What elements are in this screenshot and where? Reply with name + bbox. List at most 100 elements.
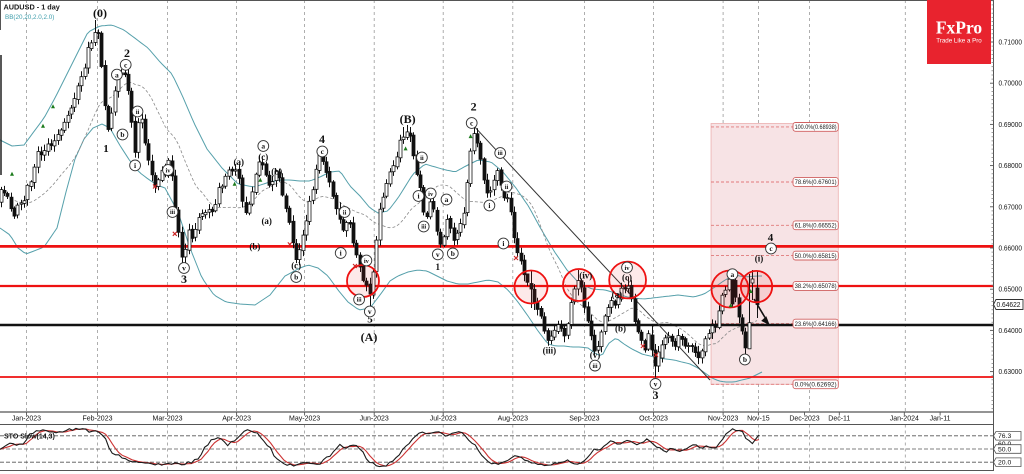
svg-text:100.0%(0.68938): 100.0%(0.68938) [795, 124, 837, 131]
svg-text:(0): (0) [93, 6, 107, 20]
svg-text:2: 2 [471, 100, 477, 114]
svg-text:iii: iii [357, 298, 362, 304]
svg-text:1: 1 [103, 143, 109, 155]
svg-text:FxPro: FxPro [936, 18, 983, 38]
svg-text:0.68000: 0.68000 [999, 163, 1023, 170]
svg-text:b: b [294, 273, 298, 282]
svg-text:i: i [488, 201, 490, 210]
svg-text:(v): (v) [590, 350, 601, 360]
svg-text:Feb-2023: Feb-2023 [83, 416, 113, 423]
svg-text:2: 2 [124, 46, 130, 60]
svg-text:i: i [340, 249, 342, 258]
svg-text:Aug-2023: Aug-2023 [498, 416, 528, 423]
svg-text:Oct-2023: Oct-2023 [639, 416, 668, 423]
svg-text:BB(20,20,2.0,2.0): BB(20,20,2.0,2.0) [5, 14, 54, 21]
svg-text:c: c [470, 119, 474, 128]
svg-text:0.66000: 0.66000 [999, 246, 1023, 253]
svg-text:b: b [451, 249, 455, 258]
svg-text:ii: ii [136, 109, 140, 116]
svg-text:a: a [731, 270, 735, 279]
svg-text:b: b [120, 130, 124, 139]
svg-text:(a): (a) [234, 157, 245, 167]
svg-text:v: v [368, 307, 372, 316]
svg-text:Dec-11: Dec-11 [828, 416, 850, 423]
svg-text:Jan-2023: Jan-2023 [12, 416, 41, 423]
svg-text:(A): (A) [361, 330, 378, 344]
svg-text:0.69000: 0.69000 [999, 122, 1023, 129]
svg-text:Jan-2024: Jan-2024 [890, 416, 919, 423]
svg-text:b: b [743, 355, 747, 364]
svg-text:iv: iv [428, 191, 434, 198]
svg-text:3: 3 [653, 388, 659, 402]
svg-text:ii: ii [343, 209, 347, 216]
svg-text:0.64000: 0.64000 [999, 328, 1023, 335]
svg-text:Mar-2023: Mar-2023 [153, 416, 183, 423]
svg-text:ii: ii [505, 184, 509, 191]
svg-text:Jul-2023: Jul-2023 [430, 416, 457, 423]
svg-text:Trade Like a Pro: Trade Like a Pro [936, 38, 982, 45]
svg-text:(b): (b) [271, 167, 282, 177]
svg-text:38.2%(0.65078): 38.2%(0.65078) [795, 283, 837, 290]
svg-text:v: v [436, 250, 440, 259]
svg-text:76.3: 76.3 [998, 433, 1011, 440]
svg-text:5: 5 [367, 314, 373, 326]
svg-text:c: c [321, 147, 325, 156]
svg-text:4: 4 [768, 232, 774, 244]
svg-text:0.65000: 0.65000 [999, 287, 1023, 294]
svg-text:iv: iv [624, 265, 630, 272]
svg-text:Nov-15: Nov-15 [747, 416, 770, 423]
svg-text:iii: iii [498, 151, 503, 157]
svg-text:(i): (i) [755, 254, 764, 264]
svg-text:iii: iii [170, 210, 175, 216]
svg-text:(a): (a) [612, 289, 623, 299]
svg-text:23.6%(0.64166): 23.6%(0.64166) [795, 321, 837, 328]
svg-text:0.0%(0.62692): 0.0%(0.62692) [795, 382, 837, 389]
svg-text:(iii): (iii) [543, 346, 557, 356]
svg-text:0.71000: 0.71000 [999, 40, 1023, 47]
svg-text:Apr-2023: Apr-2023 [222, 416, 251, 423]
svg-text:c: c [124, 61, 128, 70]
svg-text:78.6%(0.67601): 78.6%(0.67601) [795, 179, 837, 186]
svg-text:50.0%(0.65815): 50.0%(0.65815) [795, 253, 837, 260]
svg-text:50.0: 50.0 [998, 446, 1011, 453]
svg-text:(b): (b) [615, 324, 626, 334]
svg-text:1: 1 [436, 262, 441, 272]
svg-text:STO Slow(14,3): STO Slow(14,3) [4, 434, 55, 441]
svg-text:0.63000: 0.63000 [999, 369, 1023, 376]
svg-text:v: v [182, 264, 186, 273]
svg-text:(c): (c) [258, 152, 268, 162]
svg-text:4: 4 [319, 132, 325, 146]
svg-text:61.8%(0.66552): 61.8%(0.66552) [795, 223, 837, 230]
svg-text:a: a [445, 195, 449, 204]
svg-text:v: v [654, 380, 658, 389]
svg-text:(c): (c) [291, 261, 301, 271]
svg-text:0.67000: 0.67000 [999, 204, 1023, 211]
svg-text:iii: iii [421, 225, 426, 231]
svg-text:(iv): (iv) [579, 271, 592, 281]
svg-text:i: i [134, 161, 136, 170]
svg-text:Jan-11: Jan-11 [930, 416, 951, 423]
svg-text:0.70000: 0.70000 [999, 81, 1023, 88]
svg-text:(b): (b) [249, 242, 260, 252]
svg-text:(a): (a) [261, 216, 272, 226]
svg-text:Dec-2023: Dec-2023 [789, 416, 819, 423]
svg-text:AUDUSD - 1 day: AUDUSD - 1 day [4, 3, 61, 12]
svg-text:iv: iv [364, 258, 370, 265]
svg-text:Nov-2023: Nov-2023 [708, 416, 738, 423]
svg-text:a: a [261, 142, 265, 151]
svg-text:iii: iii [592, 364, 597, 370]
svg-text:May-2023: May-2023 [289, 416, 320, 423]
svg-text:iv: iv [165, 167, 171, 174]
svg-text:(B): (B) [400, 112, 416, 126]
svg-text:(c): (c) [622, 273, 632, 283]
svg-text:i: i [502, 239, 504, 248]
svg-text:ii: ii [420, 155, 424, 162]
svg-text:i: i [417, 192, 419, 201]
svg-text:c: c [769, 244, 773, 253]
svg-text:a: a [115, 70, 119, 79]
svg-text:Sep-2023: Sep-2023 [569, 416, 599, 423]
svg-text:20.0: 20.0 [998, 460, 1011, 467]
svg-text:3: 3 [181, 272, 187, 286]
svg-text:0.64622: 0.64622 [997, 302, 1021, 309]
svg-text:Jun-2023: Jun-2023 [360, 416, 389, 423]
